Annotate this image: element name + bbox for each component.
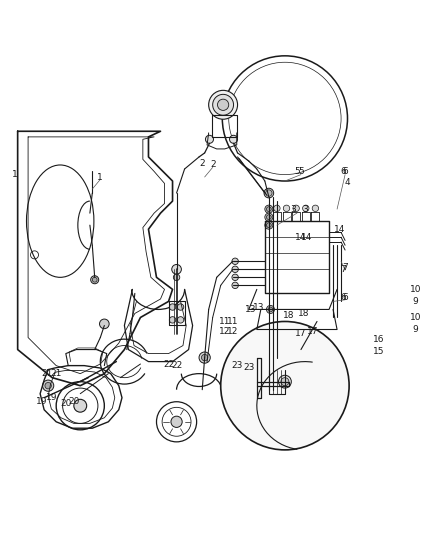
Circle shape — [281, 378, 289, 386]
Text: 21: 21 — [41, 369, 52, 378]
Text: 13: 13 — [253, 303, 264, 312]
Circle shape — [232, 258, 238, 264]
Circle shape — [213, 94, 233, 115]
Text: 20: 20 — [68, 397, 80, 406]
Text: 9: 9 — [413, 325, 419, 334]
Circle shape — [221, 321, 349, 450]
Circle shape — [266, 345, 275, 353]
Text: 4: 4 — [344, 178, 350, 187]
Circle shape — [266, 366, 275, 374]
Text: 14: 14 — [294, 233, 306, 241]
Text: 21: 21 — [50, 369, 62, 378]
Text: 15: 15 — [373, 348, 385, 357]
Text: 3: 3 — [290, 205, 296, 214]
Text: 12: 12 — [219, 327, 230, 336]
Circle shape — [264, 188, 274, 198]
Text: 10: 10 — [410, 313, 421, 322]
Circle shape — [208, 90, 237, 119]
Circle shape — [266, 223, 271, 228]
Text: 7: 7 — [341, 265, 346, 274]
Circle shape — [283, 205, 290, 212]
Circle shape — [265, 205, 273, 213]
Text: 7: 7 — [343, 263, 348, 272]
Text: 19: 19 — [36, 397, 47, 406]
Text: 16: 16 — [373, 335, 385, 344]
Circle shape — [92, 277, 97, 282]
Text: 10: 10 — [410, 285, 421, 294]
Circle shape — [218, 99, 229, 110]
Circle shape — [45, 383, 51, 389]
Circle shape — [230, 135, 237, 143]
Text: 22: 22 — [171, 361, 182, 370]
Text: 20: 20 — [60, 399, 71, 408]
Circle shape — [268, 347, 273, 352]
Circle shape — [171, 416, 182, 427]
Text: 23: 23 — [231, 361, 243, 370]
Text: 18: 18 — [283, 311, 295, 320]
Text: 3: 3 — [302, 205, 308, 214]
Circle shape — [303, 205, 309, 212]
Text: 11: 11 — [227, 317, 239, 326]
Text: 1: 1 — [12, 170, 18, 179]
Circle shape — [266, 215, 271, 220]
Circle shape — [172, 264, 181, 274]
Circle shape — [205, 135, 213, 143]
Circle shape — [74, 399, 87, 412]
Text: 2: 2 — [210, 160, 215, 169]
Circle shape — [265, 190, 272, 196]
Circle shape — [232, 266, 238, 272]
Circle shape — [265, 213, 273, 221]
Circle shape — [42, 380, 54, 391]
Text: 8: 8 — [437, 321, 438, 330]
Text: 12: 12 — [227, 327, 238, 336]
Text: 9: 9 — [413, 297, 419, 306]
Circle shape — [274, 205, 280, 212]
Circle shape — [199, 352, 210, 363]
Circle shape — [293, 205, 299, 212]
Text: 17: 17 — [307, 327, 319, 336]
Circle shape — [170, 317, 176, 323]
Circle shape — [91, 276, 99, 284]
Text: 19: 19 — [46, 393, 58, 402]
Text: 13: 13 — [245, 305, 256, 314]
Circle shape — [268, 307, 273, 312]
Text: 6: 6 — [343, 293, 348, 302]
Circle shape — [268, 327, 273, 332]
Text: 5: 5 — [294, 167, 300, 176]
Text: 14: 14 — [334, 225, 345, 233]
Text: 18: 18 — [297, 309, 309, 318]
Text: 22: 22 — [163, 360, 174, 368]
Circle shape — [232, 282, 238, 288]
Circle shape — [201, 354, 208, 361]
Text: 1: 1 — [97, 173, 103, 182]
Text: 23: 23 — [243, 363, 254, 372]
Circle shape — [173, 274, 180, 280]
Circle shape — [266, 207, 271, 212]
Text: 5: 5 — [298, 167, 304, 176]
Text: 11: 11 — [219, 317, 230, 326]
Circle shape — [265, 221, 273, 229]
Circle shape — [170, 304, 176, 310]
Text: 17: 17 — [295, 329, 307, 338]
Circle shape — [268, 367, 273, 372]
Text: 6: 6 — [341, 167, 346, 176]
Circle shape — [266, 305, 275, 313]
Text: 6: 6 — [341, 293, 346, 302]
Circle shape — [177, 317, 184, 323]
Circle shape — [232, 274, 238, 280]
Circle shape — [99, 319, 109, 329]
Text: 2: 2 — [199, 159, 205, 168]
Circle shape — [266, 326, 275, 334]
Circle shape — [177, 304, 184, 310]
Text: 14: 14 — [301, 233, 312, 241]
Text: 6: 6 — [343, 167, 348, 176]
Circle shape — [312, 205, 318, 212]
Circle shape — [279, 375, 291, 388]
